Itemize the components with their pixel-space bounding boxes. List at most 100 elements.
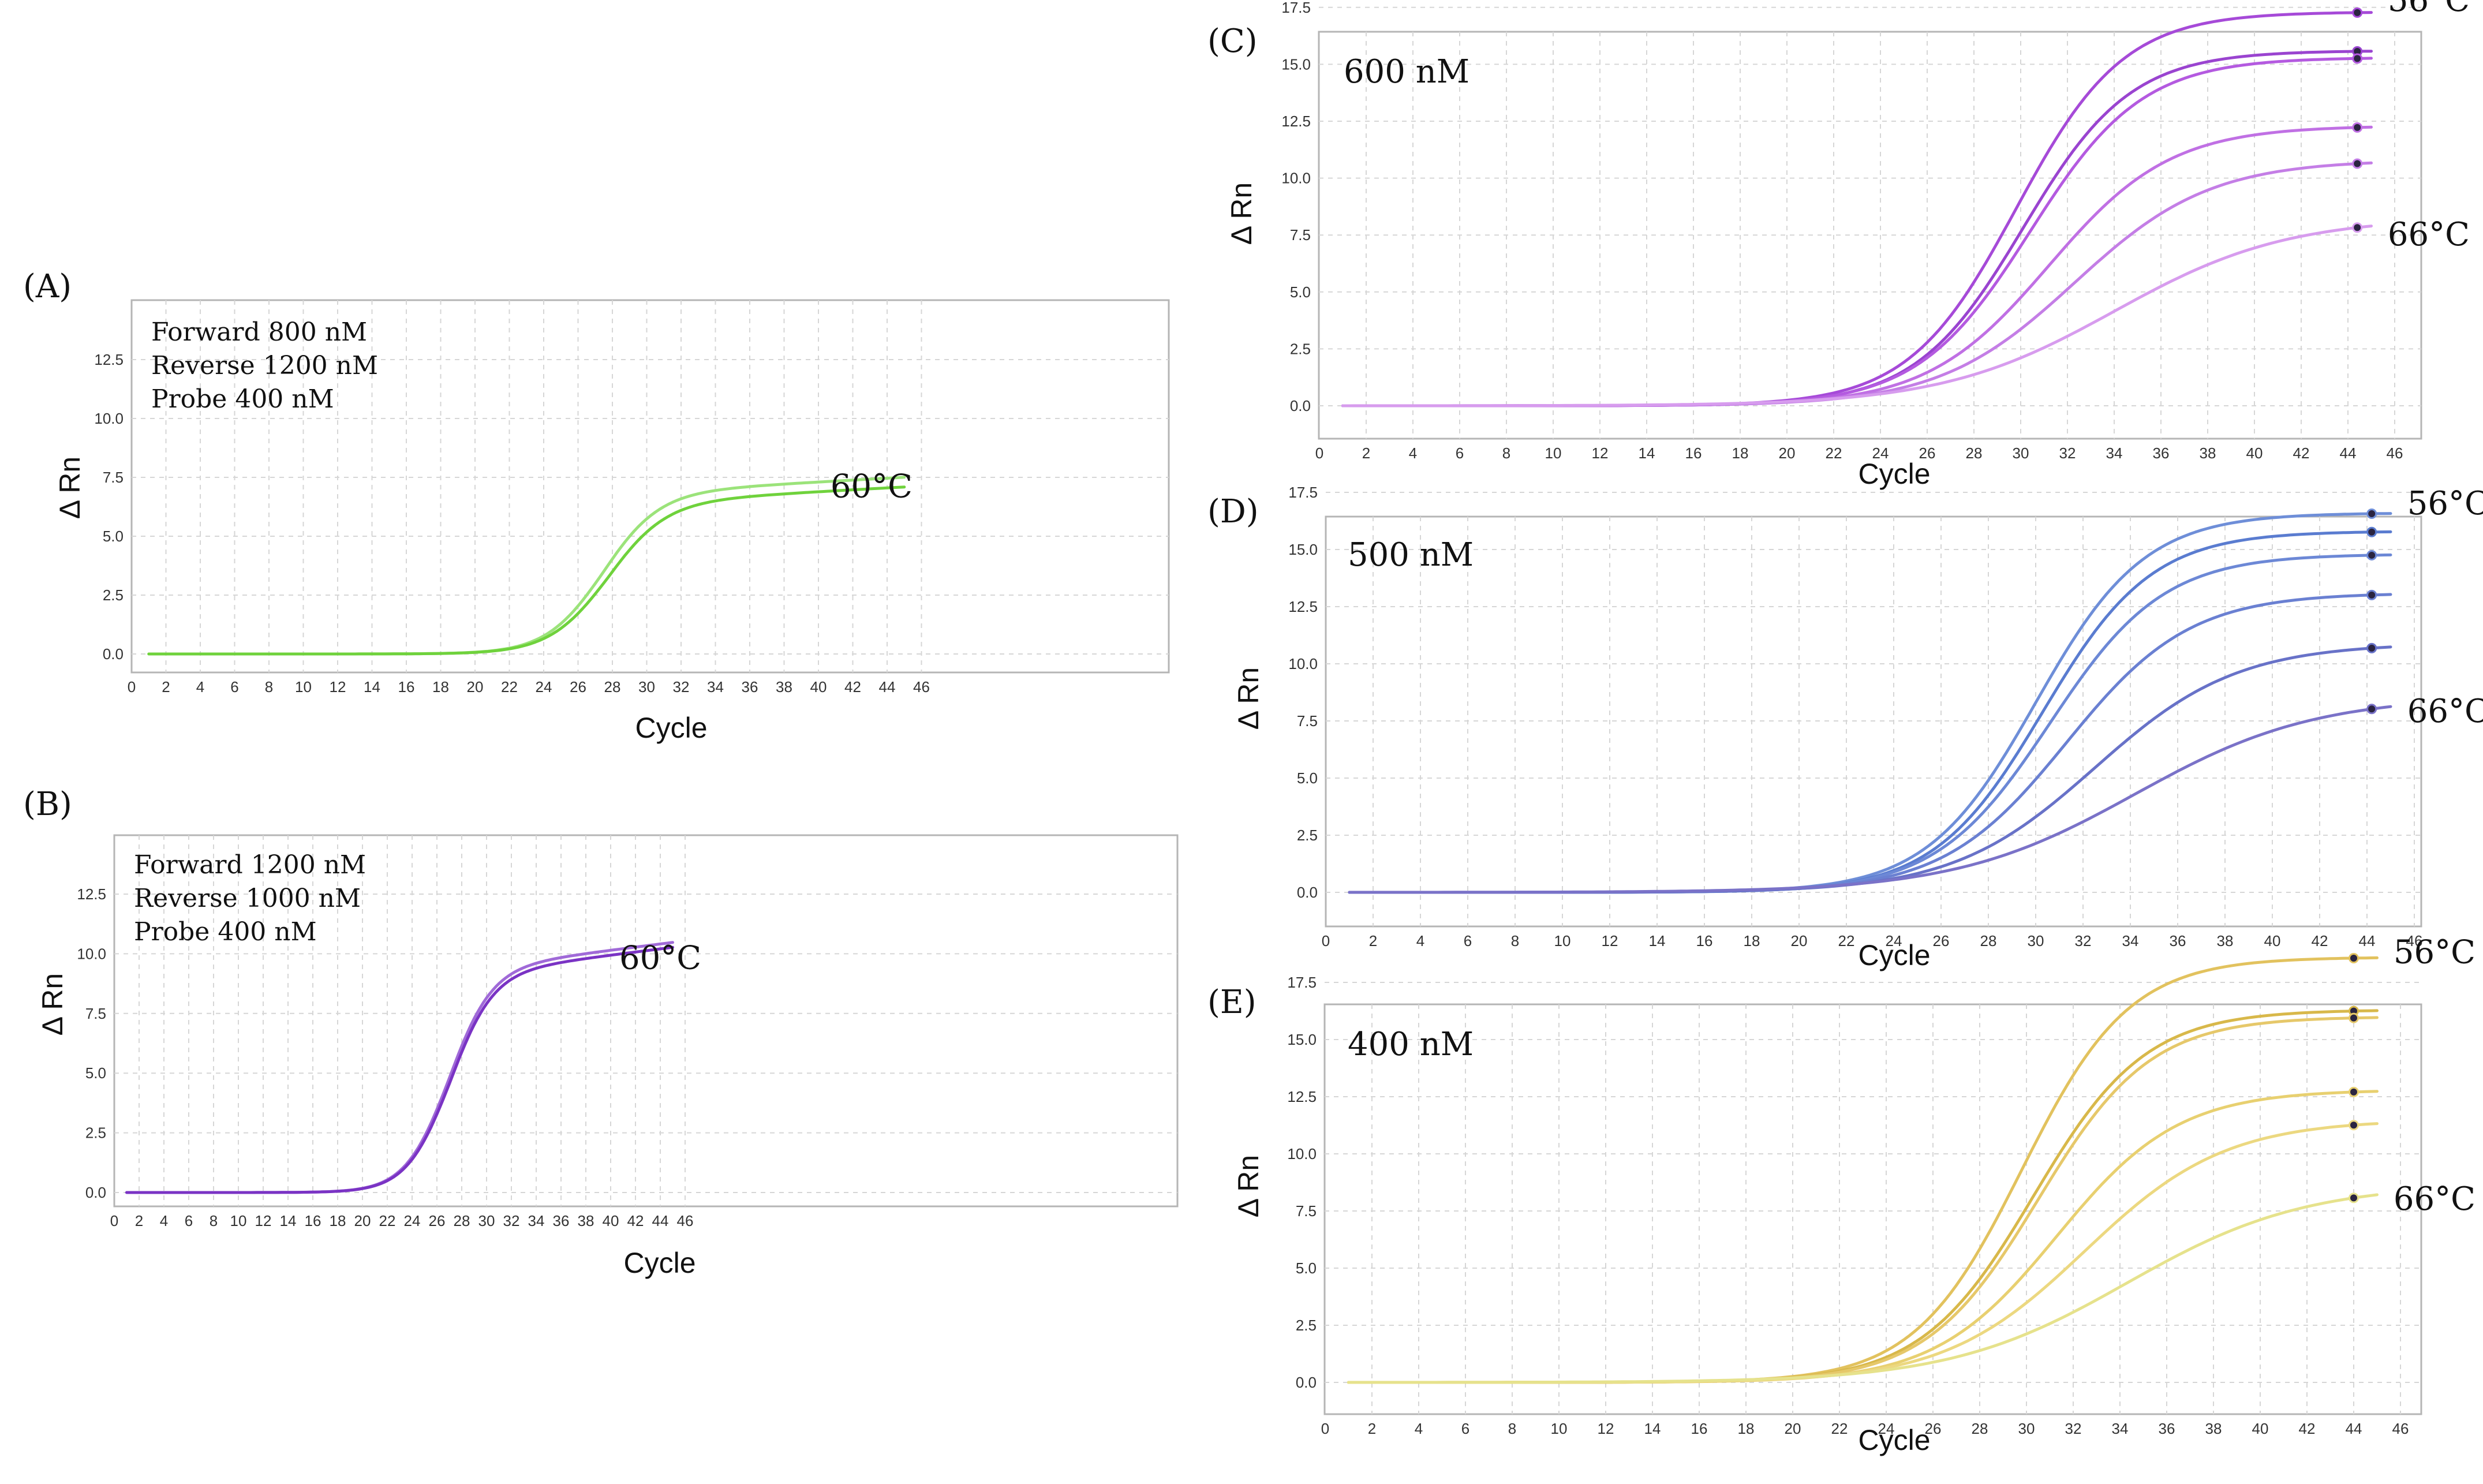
x-tick-label: 24 — [1872, 444, 1889, 462]
temperature-label: 66°C — [2394, 1180, 2475, 1218]
series-end-marker — [2366, 589, 2377, 600]
x-tick-label: 46 — [2392, 1420, 2409, 1437]
x-tick-label: 34 — [707, 678, 724, 696]
condition-annotation: 500 nM — [1348, 536, 1474, 574]
y-tick-label: 2.5 — [103, 586, 124, 604]
x-tick-label: 18 — [1732, 444, 1749, 462]
x-tick-label: 2 — [135, 1212, 143, 1229]
x-tick-label: 6 — [1456, 444, 1464, 462]
series-end-marker — [2366, 704, 2377, 715]
y-tick-label: 17.5 — [1281, 0, 1311, 16]
y-tick-label: 2.5 — [85, 1124, 106, 1142]
x-tick-label: 22 — [501, 678, 518, 696]
temperature-label: 56°C — [2388, 0, 2470, 19]
y-axis-label: Δ Rn — [1225, 182, 1258, 245]
x-tick-label: 18 — [432, 678, 449, 696]
x-tick-label: 40 — [810, 678, 827, 696]
x-axis-label: Cycle — [1858, 939, 1930, 971]
x-tick-label: 22 — [1838, 932, 1855, 950]
series-end-marker — [2352, 7, 2363, 18]
temperature-label: 60°C — [831, 468, 913, 505]
y-tick-label: 0.0 — [103, 645, 124, 663]
x-tick-label: 38 — [2205, 1420, 2222, 1437]
x-tick-label: 14 — [1649, 932, 1666, 950]
x-tick-label: 22 — [1831, 1420, 1848, 1437]
x-tick-label: 10 — [1551, 1420, 1568, 1437]
condition-annotation: Forward 800 nM — [151, 317, 367, 347]
x-tick-label: 20 — [1779, 444, 1796, 462]
x-tick-label: 12 — [1592, 444, 1609, 462]
x-axis-label: Cycle — [1858, 1424, 1930, 1456]
chart-panel-b: 0 2 4 6 8 10 12 14 16 18 20 22 24 26 28 30 32 34 36 38 40 42 4… — [23, 786, 1179, 1279]
x-tick-label: 26 — [1925, 1420, 1942, 1437]
y-tick-label: 12.5 — [1287, 1088, 1317, 1105]
panel-letter: (B) — [23, 786, 72, 823]
x-tick-label: 16 — [1691, 1420, 1708, 1437]
series-end-marker — [2349, 952, 2359, 963]
x-tick-label: 30 — [478, 1212, 495, 1229]
x-tick-label: 0 — [1322, 932, 1330, 950]
x-tick-label: 28 — [1966, 444, 1983, 462]
y-tick-label: 5.0 — [103, 528, 124, 545]
x-tick-label: 6 — [230, 678, 238, 696]
x-tick-label: 6 — [1464, 932, 1472, 950]
series-line — [1341, 225, 2373, 408]
y-axis-label: Δ Rn — [54, 457, 86, 519]
x-tick-label: 10 — [1545, 444, 1562, 462]
panel-letter: (D) — [1207, 493, 1259, 530]
condition-annotation: Forward 1200 nM — [134, 850, 366, 880]
x-tick-label: 18 — [1738, 1420, 1755, 1437]
x-tick-label: 14 — [1639, 444, 1655, 462]
x-tick-label: 34 — [2106, 444, 2123, 462]
condition-annotation: 600 nM — [1344, 53, 1469, 91]
plot-area — [1323, 1003, 2422, 1415]
x-tick-label: 12 — [1602, 932, 1618, 950]
temperature-label: 66°C — [2388, 216, 2470, 253]
x-tick-label: 32 — [673, 678, 690, 696]
x-tick-label: 16 — [1685, 444, 1702, 462]
x-tick-label: 40 — [603, 1212, 619, 1229]
x-tick-label: 36 — [553, 1212, 570, 1229]
x-tick-label: 6 — [185, 1212, 193, 1229]
x-tick-label: 38 — [2200, 444, 2216, 462]
x-tick-label: 42 — [2293, 444, 2310, 462]
x-tick-label: 12 — [255, 1212, 272, 1229]
condition-annotation: Probe 400 nM — [134, 917, 317, 947]
x-tick-label: 24 — [1886, 932, 1902, 950]
x-tick-label: 20 — [467, 678, 484, 696]
x-tick-label: 36 — [2170, 932, 2186, 950]
x-tick-label: 46 — [2387, 444, 2403, 462]
y-tick-label: 0.0 — [1297, 884, 1318, 901]
y-tick-label: 12.5 — [1288, 598, 1318, 615]
condition-annotation: Probe 400 nM — [151, 384, 334, 414]
y-tick-label: 2.5 — [1290, 340, 1311, 357]
y-tick-label: 15.0 — [1281, 55, 1311, 73]
series-end-marker — [2352, 122, 2363, 133]
x-tick-label: 4 — [1415, 1420, 1423, 1437]
x-tick-label: 6 — [1461, 1420, 1469, 1437]
x-tick-label: 16 — [1696, 932, 1713, 950]
y-tick-label: 2.5 — [1296, 1317, 1317, 1334]
y-tick-label: 15.0 — [1287, 1031, 1317, 1048]
condition-annotation: 400 nM — [1348, 1026, 1474, 1063]
x-tick-label: 4 — [160, 1212, 168, 1229]
y-tick-label: 12.5 — [94, 351, 124, 368]
x-tick-label: 10 — [295, 678, 312, 696]
x-tick-label: 14 — [280, 1212, 297, 1229]
x-tick-label: 42 — [2299, 1420, 2316, 1437]
x-tick-label: 38 — [2217, 932, 2234, 950]
chart-panel-c: 0 2 4 6 8 10 12 14 16 18 20 22 24 26 28 30 32 34 36 38 40 42 4… — [1207, 0, 2470, 490]
temperature-label: 66°C — [2407, 693, 2483, 730]
x-tick-label: 26 — [570, 678, 586, 696]
x-tick-label: 8 — [1502, 444, 1510, 462]
x-tick-label: 44 — [879, 678, 896, 696]
x-tick-label: 28 — [454, 1212, 470, 1229]
y-tick-label: 5.0 — [1297, 769, 1318, 787]
y-tick-label: 2.5 — [1297, 827, 1318, 844]
x-tick-label: 34 — [2112, 1420, 2129, 1437]
y-tick-label: 10.0 — [94, 410, 124, 427]
x-tick-label: 46 — [913, 678, 930, 696]
x-tick-label: 36 — [2153, 444, 2170, 462]
x-tick-label: 2 — [162, 678, 170, 696]
